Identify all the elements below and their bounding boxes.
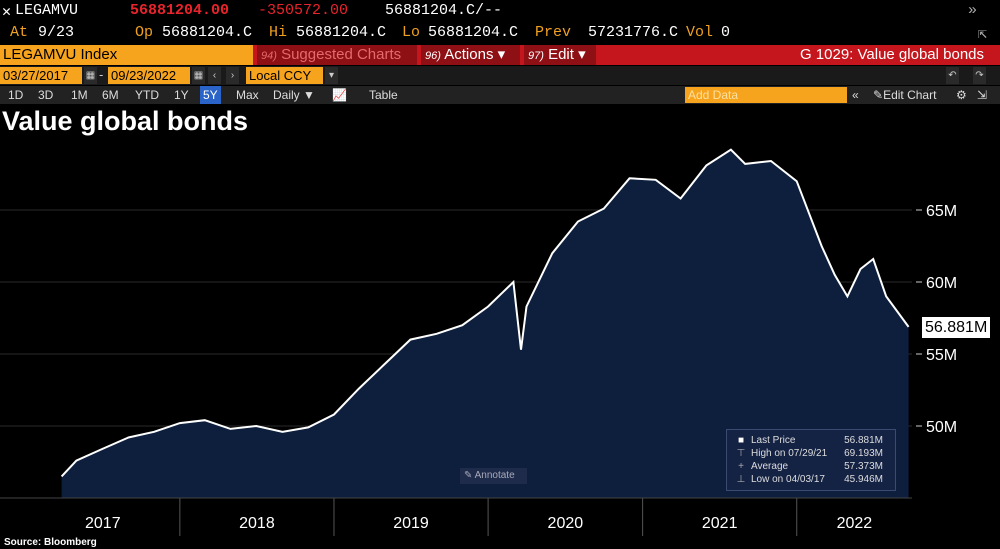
y-tick-label: 60M xyxy=(926,275,957,292)
x-tick-label: 2020 xyxy=(548,515,584,532)
prev-label: Prev xyxy=(535,24,572,41)
legend-label: Low on 04/03/17 xyxy=(751,474,825,485)
legend-item: ⊤ High on 07/29/21 69.193M xyxy=(727,448,897,460)
chart-name-label: G 1029: Value global bonds xyxy=(799,46,984,63)
legend-marker: ⊥ xyxy=(736,474,746,485)
legend-label: High on 07/29/21 xyxy=(751,448,828,459)
x-tick-label: 2019 xyxy=(393,515,429,532)
calendar-icon[interactable]: ▦ xyxy=(84,67,97,84)
series-line xyxy=(60,148,910,478)
quote-bar: ✕ LEGAMVU 56881204.00 -350572.00 5688120… xyxy=(0,0,1000,22)
period-5y[interactable]: 5Y xyxy=(200,86,221,104)
next-arrow-icon[interactable]: › xyxy=(226,67,239,84)
last-value-label: 56.881M xyxy=(922,317,991,338)
legend-marker: ⊤ xyxy=(736,448,746,459)
calendar-icon[interactable]: ▦ xyxy=(192,67,205,84)
ohlc-bar: At 9/23 Op 56881204.C Hi 56881204.C Lo 5… xyxy=(0,22,1000,44)
x-tick-label: 2022 xyxy=(837,515,873,532)
frequency-select[interactable]: Daily ▼ xyxy=(273,88,315,102)
date-range-bar: 03/27/2017 ▦ - 09/23/2022 ▦ ‹ › Local CC… xyxy=(0,66,1000,85)
line-chart-icon[interactable]: 📈 xyxy=(332,88,347,102)
annotate-button[interactable]: ✎ Annotate xyxy=(460,468,527,484)
y-tick-label: 50M xyxy=(926,419,957,436)
chart-plot: 50M 55M 60M 65M 2017 2018 2019 2020 2021 2022 xyxy=(0,148,957,536)
chevron-down-icon[interactable]: ▾ xyxy=(325,67,338,84)
close-icon[interactable]: ✕ xyxy=(2,4,12,21)
y-tick-label: 65M xyxy=(926,203,957,220)
source-note: Source: Bloomberg xyxy=(4,537,97,548)
period-max[interactable]: Max xyxy=(236,88,259,102)
edit-num: 97) xyxy=(528,50,544,62)
index-tab[interactable]: LEGAMVU Index xyxy=(0,45,253,65)
area-fill xyxy=(61,149,909,498)
suggested-charts-menu[interactable]: 94) Suggested Charts xyxy=(257,45,417,65)
end-date-input[interactable]: 09/23/2022 xyxy=(108,67,190,84)
legend-value: 69.193M xyxy=(844,448,883,459)
volume-label: Vol xyxy=(686,24,714,41)
y-tick-label: 55M xyxy=(926,347,957,364)
actions-num: 96) xyxy=(425,50,441,62)
x-tick-label: 2018 xyxy=(239,515,275,532)
period-toolbar: 1D 3D 1M 6M YTD 1Y 5Y Max Daily ▼ 📈 Tabl… xyxy=(0,86,1000,104)
legend-marker: ■ xyxy=(737,435,745,446)
undo-icon[interactable]: ↶ xyxy=(946,67,959,84)
prev-arrow-icon[interactable]: ‹ xyxy=(208,67,221,84)
annotate-label: Annotate xyxy=(474,470,515,481)
legend-item: ⊥ Low on 04/03/17 45.946M xyxy=(727,474,897,486)
prev-value: 57231776.C xyxy=(588,24,679,41)
edit-menu[interactable]: 97) Edit ▾ xyxy=(524,45,596,65)
suggested-num: 94) xyxy=(261,50,277,62)
legend-item: + Average 57.373M xyxy=(727,461,897,473)
ticker: LEGAMVU xyxy=(15,2,79,19)
add-data-input[interactable]: Add Data xyxy=(685,87,847,103)
legend-label: Last Price xyxy=(751,435,796,446)
menu-bar: LEGAMVU Index 94) Suggested Charts 96) A… xyxy=(0,45,1000,65)
redo-icon[interactable]: ↷ xyxy=(973,67,986,84)
price-change: -350572.00 xyxy=(258,2,349,19)
x-tick-label: 2021 xyxy=(702,515,738,532)
gear-icon[interactable]: ⚙ xyxy=(956,88,967,102)
open-value: 56881204.C xyxy=(162,24,253,41)
at-label: At xyxy=(10,24,29,41)
currency-select[interactable]: Local CCY xyxy=(246,67,323,84)
collapse-icon[interactable]: « xyxy=(852,88,859,102)
legend-marker: + xyxy=(738,461,744,472)
open-label: Op xyxy=(135,24,154,41)
period-1m[interactable]: 1M xyxy=(71,88,88,102)
table-button[interactable]: Table xyxy=(369,88,398,102)
last-price: 56881204.00 xyxy=(130,2,230,19)
low-label: Lo xyxy=(402,24,421,41)
start-date-input[interactable]: 03/27/2017 xyxy=(0,67,82,84)
edit-chart-button[interactable]: ✎ Edit Chart xyxy=(873,88,937,102)
legend-item: ■ Last Price 56.881M xyxy=(727,435,897,447)
period-3d[interactable]: 3D xyxy=(38,88,54,102)
high-value: 56881204.C xyxy=(296,24,387,41)
low-value: 56881204.C xyxy=(428,24,519,41)
period-ytd[interactable]: YTD xyxy=(135,88,159,102)
high-label: Hi xyxy=(269,24,288,41)
at-value: 9/23 xyxy=(38,24,75,41)
period-1d[interactable]: 1D xyxy=(8,88,24,102)
actions-label: Actions ▾ xyxy=(444,46,506,63)
x-tick-label: 2017 xyxy=(85,515,121,532)
settings-icon[interactable]: ⇱ xyxy=(978,26,988,43)
chart-title: Value global bonds xyxy=(2,106,249,136)
legend-value: 57.373M xyxy=(844,461,883,472)
suggested-label: Suggested Charts xyxy=(281,46,402,63)
expand-icon[interactable]: » xyxy=(968,2,978,19)
legend-value: 56.881M xyxy=(844,435,883,446)
settings-icon[interactable]: ⇲ xyxy=(977,88,988,102)
period-1y[interactable]: 1Y xyxy=(174,88,189,102)
edit-label: Edit ▾ xyxy=(548,46,586,63)
period-6m[interactable]: 6M xyxy=(102,88,119,102)
volume-value: 0 xyxy=(721,24,731,41)
legend-value: 45.946M xyxy=(844,474,883,485)
legend-label: Average xyxy=(751,461,789,472)
actions-menu[interactable]: 96) Actions ▾ xyxy=(421,45,520,65)
edit-chart-label: Edit Chart xyxy=(883,88,937,102)
bid-ask: 56881204.C/-- xyxy=(385,2,503,19)
chart-legend: ■ Last Price 56.881M ⊤ High on 07/29/21 69.1… xyxy=(726,429,896,491)
